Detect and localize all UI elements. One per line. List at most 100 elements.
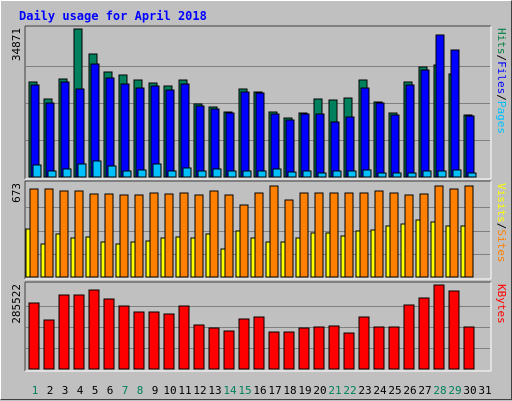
hits-pages-bar [377, 172, 387, 178]
kbytes-kbytes-bar [163, 313, 175, 370]
x-axis-day-label: 24 [373, 384, 387, 397]
visits-visits-bar [464, 185, 474, 278]
hits-pages-bar [137, 169, 147, 178]
visits-sites-bar [25, 228, 31, 278]
hits-files-bar [390, 114, 400, 178]
visits-visits-bar [374, 190, 384, 278]
x-axis-day-label: 15 [238, 384, 251, 397]
hits-pages-bar [107, 165, 117, 178]
kbytes-kbytes-bar [283, 331, 295, 370]
hits-files-bar [105, 77, 115, 178]
visits-visits-bar [29, 188, 39, 278]
kbytes-kbytes-bar [373, 326, 385, 370]
visits-legend-label: Visits/Sites [495, 183, 508, 263]
visits-sites-bar [430, 221, 436, 278]
visits-visits-bar [134, 194, 144, 278]
kbytes-legend-label: KBytes [495, 284, 508, 324]
hits-legend-separator: / [495, 94, 508, 101]
hits-pages-bar [77, 163, 87, 178]
chart-title: Daily usage for April 2018 [19, 9, 207, 23]
kbytes-kbytes-bar [343, 332, 355, 370]
visits-sites-bar [175, 236, 181, 278]
visits-visits-bar [149, 192, 159, 278]
x-axis-day-label: 13 [208, 384, 221, 397]
hits-pages-bar [257, 170, 267, 178]
hits-pages-bar [347, 170, 357, 178]
visits-sites-bar [40, 243, 46, 278]
kbytes-kbytes-bar [103, 298, 115, 370]
visits-sites-bar [100, 241, 106, 278]
visits-sites-bar [280, 241, 286, 278]
visits-visits-bar [74, 190, 84, 278]
hits-files-bar [30, 84, 40, 178]
hits-pages-bar [317, 172, 327, 178]
visits-sites-bar [145, 240, 151, 278]
kbytes-kbytes-bar [148, 311, 160, 370]
visits-visits-bar [224, 194, 234, 278]
hits-pages-bar [122, 170, 132, 178]
hits-files-bar [465, 115, 475, 178]
visits-sites-bar [445, 225, 451, 278]
visits-max-label: 673 [10, 183, 23, 203]
visits-sites-bar [340, 235, 346, 278]
hits-legend-hits: Hits [495, 28, 508, 55]
hits-pages-bar [242, 170, 252, 178]
kbytes-kbytes-bar [133, 311, 145, 370]
hits-files-bar [270, 113, 280, 178]
hits-files-bar [195, 105, 205, 178]
visits-visits-bar [119, 194, 129, 278]
x-axis-day-label: 22 [343, 384, 356, 397]
hits-pages-bar [392, 172, 402, 178]
x-axis-day-label: 2 [47, 384, 54, 397]
visits-sites-bar [205, 233, 211, 278]
visits-sites-bar [295, 237, 301, 278]
x-axis-day-label: 9 [152, 384, 159, 397]
kbytes-kbytes-bar [463, 326, 475, 370]
x-axis-day-label: 25 [388, 384, 401, 397]
hits-files-bar [135, 87, 145, 178]
kbytes-kbytes-bar [178, 305, 190, 370]
kbytes-kbytes-bar [43, 319, 55, 370]
x-axis-day-label: 11 [178, 384, 191, 397]
visits-visits-bar [389, 192, 399, 278]
hits-pages-bar [212, 168, 222, 178]
x-axis-day-label: 18 [283, 384, 296, 397]
visits-visits-bar [449, 188, 459, 278]
visits-sites-bar [70, 237, 76, 278]
visits-sites-bar [370, 229, 376, 278]
hits-files-bar [435, 34, 445, 178]
kbytes-kbytes-bar [268, 331, 280, 370]
kbytes-kbytes-bar [313, 326, 325, 370]
hits-pages-bar [422, 170, 432, 178]
kbytes-kbytes-bar [358, 316, 370, 370]
hits-files-bar [300, 113, 310, 178]
visits-visits-bar [89, 193, 99, 278]
x-axis-day-label: 21 [328, 384, 341, 397]
hits-files-bar [345, 116, 355, 178]
visits-visits-bar [239, 204, 249, 278]
visits-sites-bar [55, 233, 61, 278]
hits-files-bar [315, 113, 325, 178]
hits-pages-bar [47, 170, 57, 178]
x-axis-day-label: 14 [223, 384, 237, 397]
kbytes-kbytes-bar [403, 304, 415, 370]
hits-legend-files: Files [495, 61, 508, 94]
x-axis-day-label: 19 [298, 384, 311, 397]
kbytes-max-label: 285522 [10, 284, 23, 324]
hits-pages-bar [452, 169, 462, 178]
visits-sites-bar [85, 236, 91, 278]
visits-legend-visits: Visits [495, 183, 508, 223]
visits-sites-bar [325, 232, 331, 278]
visits-visits-bar [59, 190, 69, 278]
visits-sites-bar [460, 225, 466, 278]
visits-visits-bar [254, 192, 264, 278]
kbytes-kbytes-bar [58, 294, 70, 370]
hits-pages-bar [302, 170, 312, 178]
visits-sites-bar [190, 237, 196, 278]
hits-files-bar [90, 63, 100, 178]
hits-pages-bar [332, 170, 342, 178]
kbytes-kbytes-bar [208, 327, 220, 370]
kbytes-kbytes-bar [253, 316, 265, 370]
x-axis-day-label: 1 [32, 384, 39, 397]
